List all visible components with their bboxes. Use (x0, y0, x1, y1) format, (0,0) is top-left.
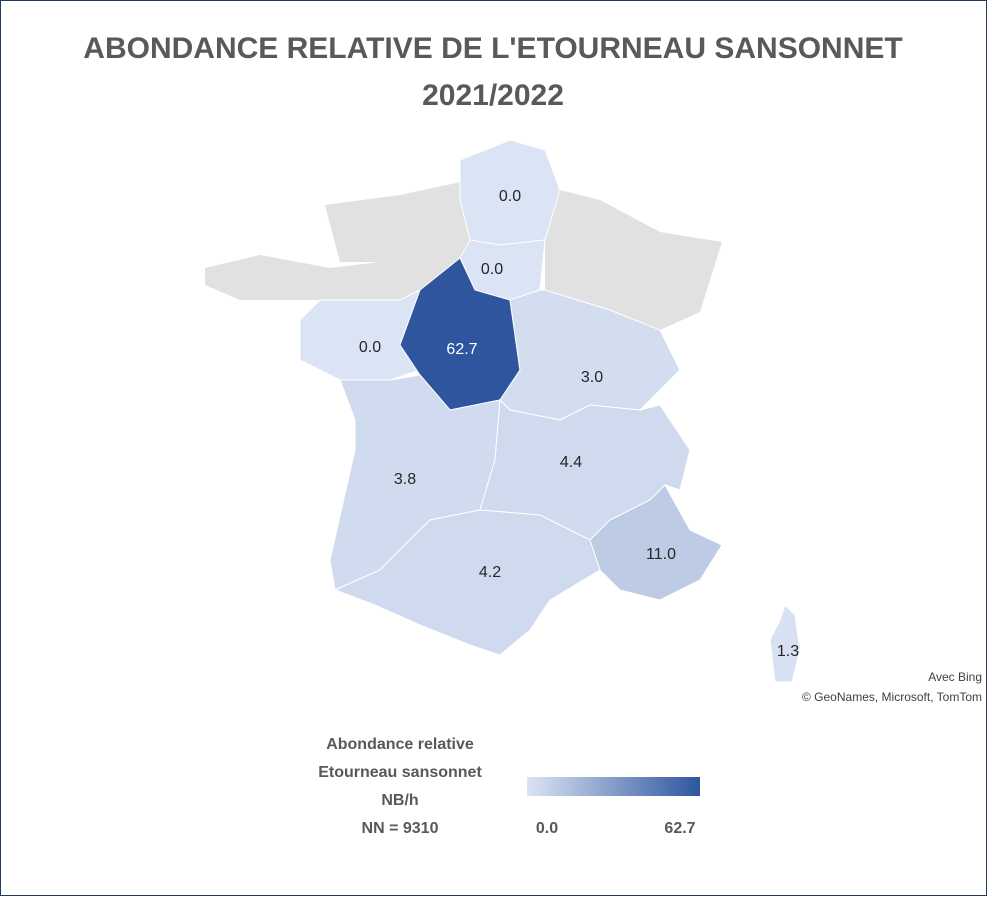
region-label: 3.0 (581, 369, 603, 386)
no-data-region (545, 190, 722, 330)
region-label: 0.0 (499, 188, 521, 205)
legend-min: 0.0 (536, 820, 558, 837)
legend-title: NN = 9310 (362, 820, 439, 837)
no-data-region (325, 180, 470, 290)
region (769, 604, 801, 683)
attribution: © GeoNames, Microsoft, TomTom (802, 690, 982, 704)
no-data-regions (205, 180, 722, 330)
region (333, 509, 601, 656)
title: ABONDANCE RELATIVE DE L'ETOURNEAU SANSON… (83, 32, 902, 65)
legend-gradient (527, 777, 700, 796)
region-label: 11.0 (646, 546, 676, 563)
region-label: 3.8 (394, 471, 416, 488)
region-label: 4.4 (560, 454, 582, 471)
no-data-region (205, 255, 420, 300)
region-labels: 0.0 0.0 0.0 62.7 3.0 3.8 4.4 4.2 11.0 1.3 (359, 188, 799, 660)
legend-max: 62.7 (664, 820, 695, 837)
legend-title: Etourneau sansonnet (318, 764, 482, 781)
legend-title: Abondance relative (326, 736, 474, 753)
region-label: 4.2 (479, 564, 501, 581)
regions (299, 139, 801, 683)
region (589, 484, 723, 601)
legend-title: NB/h (381, 792, 418, 809)
title: 2021/2022 (422, 79, 564, 112)
region-label: 0.0 (359, 339, 381, 356)
region (299, 288, 421, 381)
region-label: 0.0 (481, 261, 503, 278)
attribution: Avec Bing (928, 670, 982, 684)
region-label: 1.3 (777, 643, 799, 660)
region-label: 62.7 (446, 341, 477, 358)
